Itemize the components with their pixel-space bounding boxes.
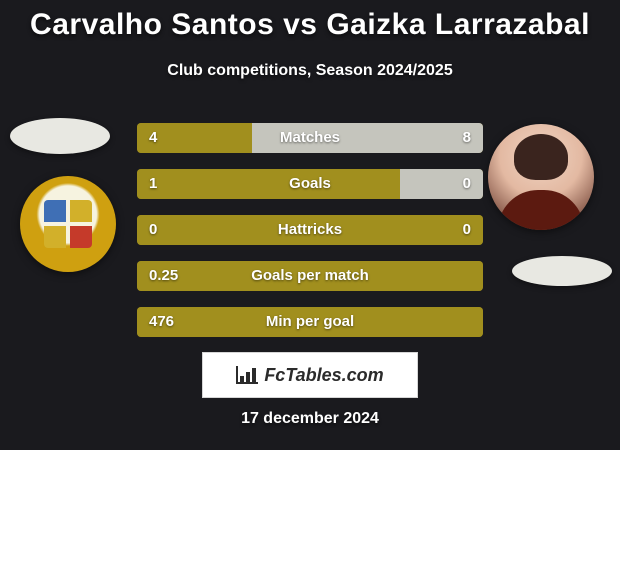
source-logo-text: FcTables.com: [264, 365, 383, 386]
stat-value-right: 0: [463, 215, 471, 245]
stats-panel: Carvalho Santos vs Gaizka Larrazabal Clu…: [0, 0, 620, 450]
stat-row-goals-per-match: 0.25 Goals per match: [137, 261, 483, 291]
player-right-avatar: [488, 124, 594, 230]
stat-label: Matches: [137, 123, 483, 153]
stat-label: Hattricks: [137, 215, 483, 245]
player-left-avatar-placeholder: [10, 118, 110, 154]
player-right-club-placeholder: [512, 256, 612, 286]
stat-row-hattricks: 0 Hattricks 0: [137, 215, 483, 245]
snapshot-date: 17 december 2024: [0, 410, 620, 428]
stat-row-matches: 4 Matches 8: [137, 123, 483, 153]
stat-value-right: 8: [463, 123, 471, 153]
page-title: Carvalho Santos vs Gaizka Larrazabal: [0, 8, 620, 42]
player-left-club-badge: [20, 176, 116, 272]
source-logo[interactable]: FcTables.com: [202, 352, 418, 398]
stat-label: Goals per match: [137, 261, 483, 291]
page-subtitle: Club competitions, Season 2024/2025: [0, 62, 620, 80]
stat-label: Min per goal: [137, 307, 483, 337]
stat-bars: 4 Matches 8 1 Goals 0 0 Hattricks 0 0.25…: [137, 123, 483, 353]
stat-row-goals: 1 Goals 0: [137, 169, 483, 199]
stat-value-right: 0: [463, 169, 471, 199]
stat-row-min-per-goal: 476 Min per goal: [137, 307, 483, 337]
chart-icon: [236, 366, 258, 384]
stat-label: Goals: [137, 169, 483, 199]
